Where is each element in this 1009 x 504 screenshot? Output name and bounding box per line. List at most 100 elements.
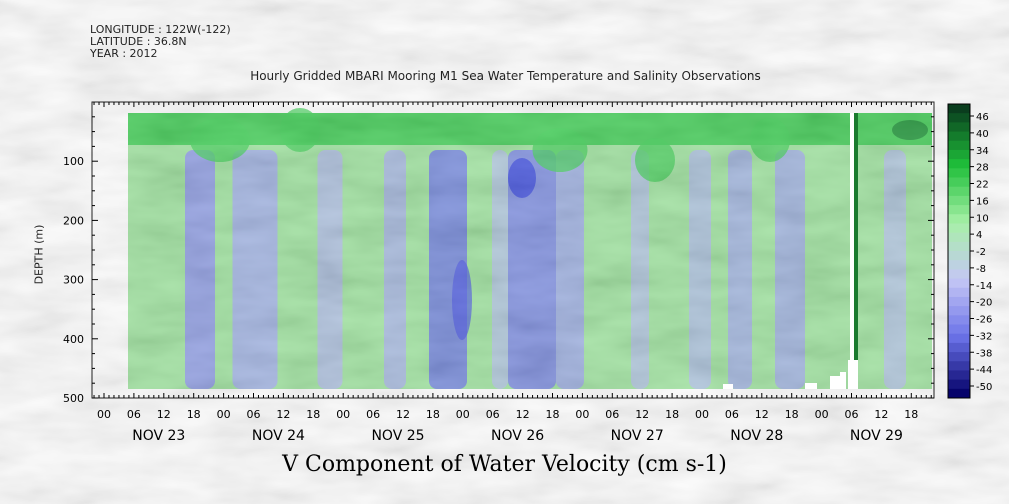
colorbar-label: 40 (976, 129, 989, 140)
x-tick-label: 18 (546, 408, 560, 421)
colorbar-swatch (948, 205, 970, 215)
colorbar-swatch (948, 113, 970, 123)
colorbar-label: -44 (976, 365, 992, 376)
x-tick-label: 12 (157, 408, 171, 421)
colorbar-swatch (948, 324, 970, 335)
day-label: NOV 26 (491, 428, 544, 444)
x-tick-label: 06 (725, 408, 739, 421)
x-tick-label: 18 (187, 408, 201, 421)
x-tick-label: 06 (366, 408, 380, 421)
colorbar-swatch (948, 168, 970, 178)
x-tick-label: 06 (486, 408, 500, 421)
day-label: NOV 28 (730, 428, 783, 444)
colorbar-swatch (948, 269, 970, 280)
colorbar-swatch (948, 306, 970, 316)
colorbar-swatch (948, 122, 970, 133)
colorbar-label: 16 (976, 196, 989, 207)
x-tick-label: 12 (396, 408, 410, 421)
colorbar-swatch (948, 379, 970, 390)
colorbar-label: 10 (976, 213, 989, 224)
colorbar-swatch (948, 177, 970, 188)
colorbar-label: -14 (976, 281, 992, 292)
x-tick-label: 18 (904, 408, 918, 421)
chart-title: Hourly Gridded MBARI Mooring M1 Sea Wate… (0, 69, 1009, 83)
day-label: NOV 24 (252, 428, 305, 444)
x-tick-label: 18 (665, 408, 679, 421)
x-tick-label: 00 (695, 408, 709, 421)
colorbar-swatch (948, 241, 970, 252)
x-tick-label: 12 (276, 408, 290, 421)
field-layer (128, 108, 932, 389)
x-tick-label: 12 (874, 408, 888, 421)
colorbar-swatch (948, 296, 970, 307)
x-tick-label: 12 (755, 408, 769, 421)
x-tick-label: 06 (845, 408, 859, 421)
colorbar-label: 22 (976, 180, 989, 191)
x-tick-label: 00 (97, 408, 111, 421)
y-tick-label: 200 (63, 214, 84, 227)
colorbar: 46 40 34 28 22 16 10 4 -2 -8 -14 -20 -26 -32 -38 -44 -50 (947, 103, 992, 399)
x-tick-label: 12 (635, 408, 649, 421)
colorbar-label: 28 (976, 163, 989, 174)
colorbar-swatch (948, 186, 970, 197)
colorbar-swatch (948, 251, 970, 261)
x-tick-label: 06 (605, 408, 619, 421)
colorbar-label: 34 (976, 146, 989, 157)
chart-title-text: Hourly Gridded MBARI Mooring M1 Sea Wate… (250, 69, 761, 83)
day-label: NOV 27 (611, 428, 664, 444)
x-tick-label: 12 (516, 408, 530, 421)
info-latitude: LATITUDE : 36.8N (90, 35, 187, 48)
colorbar-swatch (948, 195, 970, 206)
colorbar-label: -50 (976, 382, 992, 393)
colorbar-swatch (948, 287, 970, 298)
x-tick-label: 18 (426, 408, 440, 421)
x-tick-label: 06 (127, 408, 141, 421)
colorbar-swatch (948, 104, 970, 114)
colorbar-swatch (948, 140, 970, 151)
colorbar-label: -8 (976, 264, 986, 275)
colorbar-swatch (948, 361, 970, 371)
y-tick-label: 400 (63, 333, 84, 346)
colorbar-swatch (948, 342, 970, 353)
y-tick-label: 300 (63, 274, 84, 287)
y-axis: 100 200 300 400 500 (63, 116, 934, 405)
colorbar-label: -38 (976, 348, 992, 359)
info-longitude: LONGITUDE : 122W(-122) (90, 23, 231, 36)
colorbar-swatch (948, 223, 970, 234)
y-tick-label: 100 (63, 155, 84, 168)
colorbar-label: -2 (976, 247, 986, 258)
colorbar-swatch (948, 315, 970, 325)
colorbar-swatch (948, 214, 970, 224)
colorbar-label: 4 (976, 230, 982, 241)
day-label: NOV 29 (850, 428, 903, 444)
colorbar-swatch (948, 232, 970, 243)
colorbar-label: 46 (976, 112, 989, 123)
x-tick-label: 06 (247, 408, 261, 421)
x-tick-label: 00 (575, 408, 589, 421)
x-tick-label: 00 (217, 408, 231, 421)
day-label: NOV 25 (371, 428, 424, 444)
colorbar-swatch (948, 388, 970, 399)
colorbar-swatch (948, 333, 970, 344)
colorbar-swatch (948, 352, 970, 362)
y-tick-label: 500 (63, 392, 84, 405)
bottom-title-text: V Component of Water Velocity (cm s-1) (282, 452, 727, 477)
colorbar-label: -20 (976, 298, 992, 309)
x-tick-label: 00 (456, 408, 470, 421)
bottom-title: V Component of Water Velocity (cm s-1) (0, 452, 1009, 477)
colorbar-swatch (948, 159, 970, 169)
colorbar-swatch (948, 149, 970, 160)
colorbar-swatch (948, 370, 970, 381)
colorbar-swatch (948, 131, 970, 142)
x-tick-label: 00 (815, 408, 829, 421)
colorbar-label: -26 (976, 315, 992, 326)
day-label: NOV 23 (132, 428, 185, 444)
colorbar-swatch (948, 260, 970, 270)
x-tick-label: 00 (336, 408, 350, 421)
colorbar-swatch (948, 278, 970, 289)
colorbar-label: -32 (976, 331, 992, 342)
x-tick-label: 18 (785, 408, 799, 421)
info-year: YEAR : 2012 (90, 47, 158, 60)
